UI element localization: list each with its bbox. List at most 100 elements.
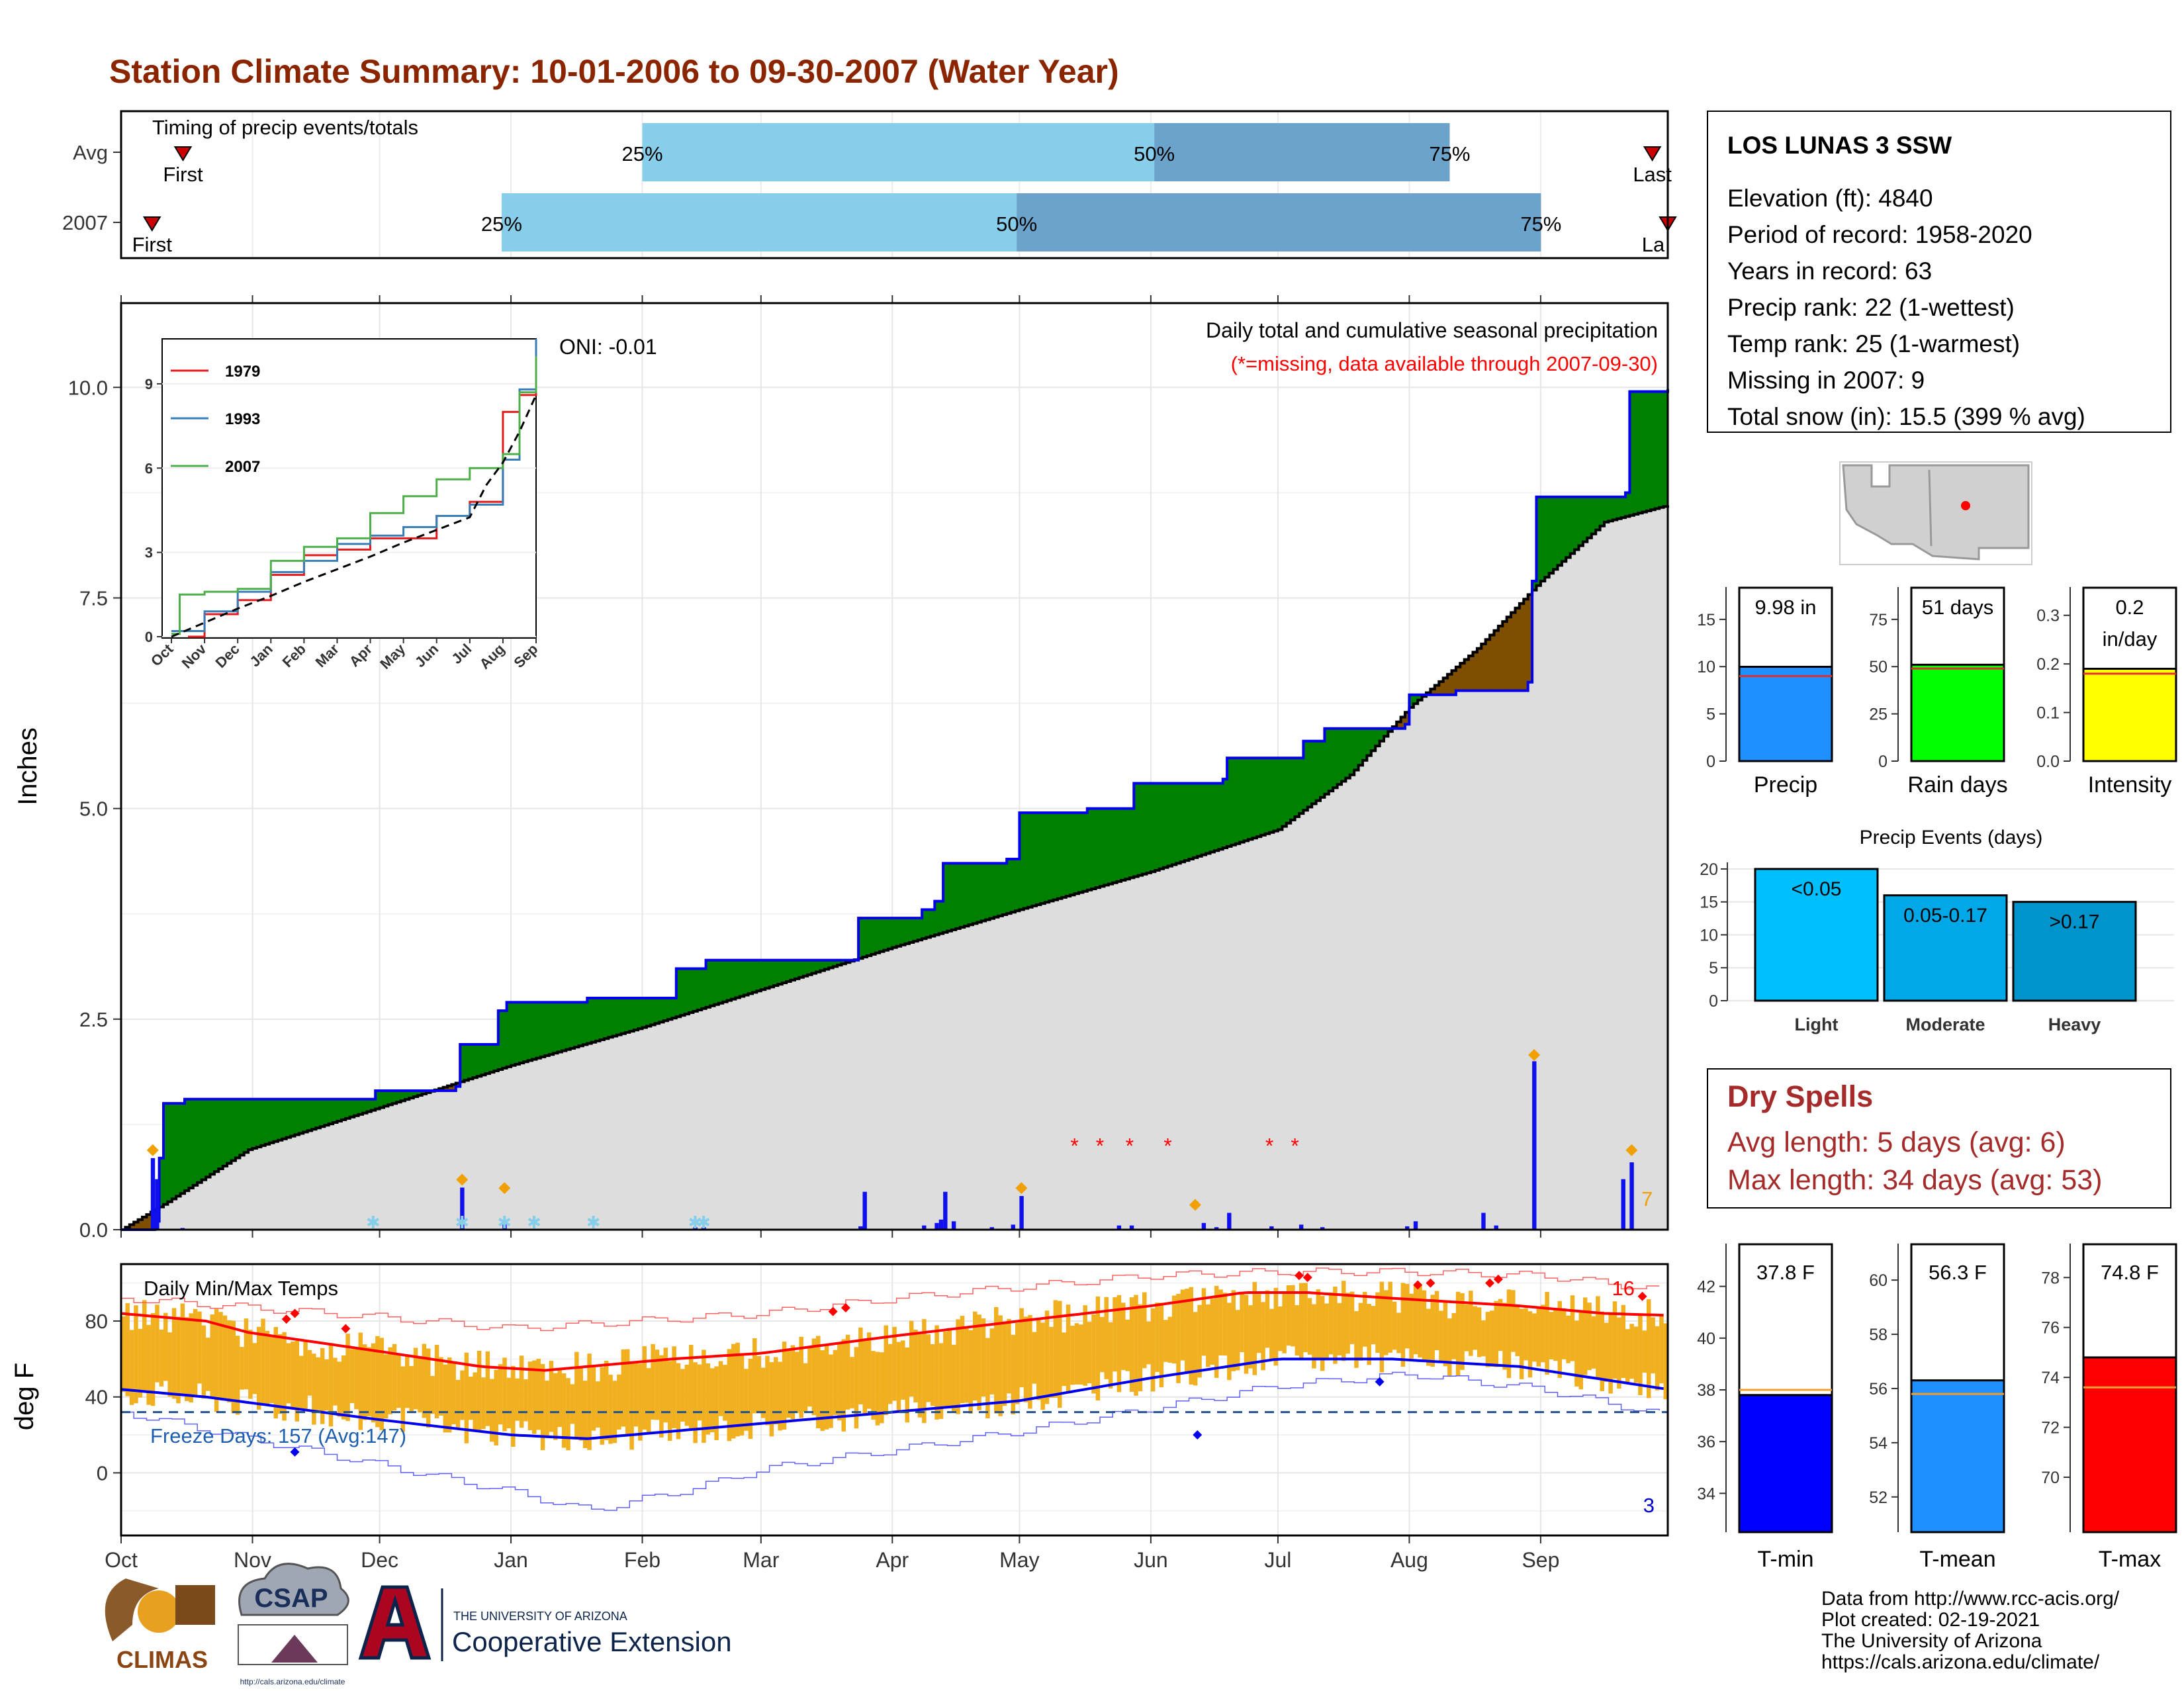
above-avg-slice <box>362 1099 367 1113</box>
above-avg-slice <box>1150 783 1156 872</box>
above-avg-slice <box>1134 783 1139 877</box>
daily-precip-bar <box>1129 1225 1134 1230</box>
above-avg-slice <box>1591 496 1596 534</box>
events-y-tick-label: 10 <box>1700 926 1718 944</box>
summary-category-label: T-max <box>2099 1547 2161 1572</box>
daily-temp-range-bar <box>1659 1314 1664 1384</box>
above-avg-slice <box>490 1044 495 1073</box>
above-avg-slice <box>1638 391 1643 514</box>
daily-temp-range-bar <box>1464 1304 1469 1351</box>
daily-temp-range-bar <box>1642 1330 1647 1373</box>
below-avg-slice <box>134 1222 139 1230</box>
precip-y-tick-label: 10.0 <box>68 376 108 399</box>
summary-category-label: T-min <box>1758 1547 1814 1572</box>
daily-temp-range-bar <box>1608 1314 1613 1394</box>
above-avg-slice <box>218 1099 224 1169</box>
summary-value-label: 56.3 F <box>1929 1261 1987 1284</box>
daily-temp-range-bar <box>189 1313 193 1403</box>
above-avg-slice <box>527 1002 533 1061</box>
daily-temp-range-bar <box>947 1328 952 1406</box>
daily-temp-range-bar <box>1625 1329 1630 1384</box>
daily-temp-range-bar <box>1460 1293 1465 1370</box>
daily-temp-range-bar <box>273 1326 278 1419</box>
above-avg-slice <box>404 1091 410 1100</box>
daily-temp-range-bar <box>1473 1306 1477 1350</box>
timing-q50-label: 50% <box>996 212 1037 236</box>
daily-temp-range-bar <box>1244 1295 1249 1374</box>
above-avg-slice <box>676 968 681 1017</box>
above-avg-slice <box>1659 391 1664 508</box>
daily-precip-bar <box>693 1227 698 1230</box>
above-avg-slice <box>1121 808 1126 881</box>
daily-temp-range-bar <box>998 1315 1003 1416</box>
above-avg-slice <box>337 1099 342 1121</box>
daily-temp-range-bar <box>362 1344 367 1420</box>
above-avg-slice <box>1367 728 1372 756</box>
precip-events-title: Precip Events (days) <box>1860 827 2043 848</box>
daily-temp-range-bar <box>625 1349 630 1436</box>
above-avg-slice <box>625 998 630 1032</box>
daily-temp-range-bar <box>1206 1304 1210 1367</box>
inset-y-tick-label: 6 <box>145 460 153 477</box>
daily-temp-range-bar <box>799 1336 803 1418</box>
above-avg-slice <box>1582 496 1588 542</box>
precip-event-bar-label: <0.05 <box>1792 878 1842 900</box>
daily-temp-range-bar <box>1091 1314 1096 1394</box>
daily-temp-range-bar <box>1633 1326 1639 1383</box>
summary-bar-fill <box>2082 1356 2177 1533</box>
above-avg-slice <box>1104 808 1109 886</box>
above-avg-slice <box>774 960 779 986</box>
daily-temp-range-bar <box>312 1353 316 1425</box>
daily-temp-range-bar <box>917 1334 923 1418</box>
daily-temp-range-bar <box>1430 1295 1435 1367</box>
month-tick-label: Apr <box>876 1548 909 1572</box>
above-avg-slice <box>240 1099 245 1156</box>
daily-temp-range-bar <box>426 1348 431 1428</box>
daily-temp-range-bar <box>142 1300 147 1392</box>
daily-temp-range-bar <box>235 1336 240 1415</box>
snow-marker: ✱ <box>586 1212 601 1232</box>
daily-temp-range-bar <box>960 1316 965 1404</box>
daily-temp-range-bar <box>163 1312 168 1381</box>
daily-temp-range-bar <box>1494 1301 1498 1367</box>
above-avg-slice <box>1608 496 1614 522</box>
station-info-box: LOS LUNAS 3 SSW Elevation (ft): 4840 Peri… <box>1707 111 2171 433</box>
above-avg-slice <box>303 1099 308 1132</box>
daily-precip-bar <box>1214 1227 1219 1230</box>
summary-y-tick-label: 0.2 <box>2036 655 2060 674</box>
daily-temp-range-bar <box>786 1350 791 1418</box>
daily-temp-range-bar <box>1443 1301 1448 1367</box>
above-avg-slice <box>1032 813 1037 906</box>
daily-temp-range-bar <box>358 1332 363 1430</box>
daily-temp-range-bar <box>1197 1304 1202 1378</box>
above-avg-slice <box>612 998 617 1036</box>
above-avg-slice <box>1621 496 1626 518</box>
above-avg-slice <box>333 1099 338 1123</box>
timing-bar-q25-q50 <box>501 193 1017 251</box>
daily-temp-range-bar <box>1426 1308 1431 1366</box>
above-avg-slice <box>185 1099 190 1191</box>
above-avg-slice <box>1375 728 1381 747</box>
daily-temp-range-bar <box>464 1352 469 1443</box>
daily-precip-bar <box>1413 1221 1418 1230</box>
precip-fill-areas <box>121 388 1669 1231</box>
daily-temp-range-bar <box>1083 1305 1087 1386</box>
daily-temp-range-bar <box>913 1330 918 1403</box>
daily-temp-range-bar <box>790 1345 796 1420</box>
timing-q75-label: 75% <box>1520 212 1561 236</box>
daily-temp-range-bar <box>197 1311 202 1384</box>
daily-temp-range-bar <box>375 1336 380 1428</box>
timing-bar-q50-q75 <box>1017 193 1541 251</box>
daily-precip-bar <box>1481 1212 1486 1230</box>
summary-y-tick-label: 38 <box>1697 1381 1715 1400</box>
daily-temp-range-bar <box>1104 1297 1109 1379</box>
daily-temp-range-bar <box>884 1325 888 1416</box>
daily-temp-range-bar <box>549 1361 554 1432</box>
daily-precip-bar <box>943 1191 948 1230</box>
timing-last-label: Last <box>1633 163 1672 186</box>
timing-last-label: La <box>1642 233 1665 256</box>
above-avg-slice <box>646 998 651 1027</box>
large-event-marker <box>1189 1199 1201 1211</box>
above-avg-slice <box>1629 391 1635 516</box>
above-avg-slice <box>1566 496 1571 558</box>
